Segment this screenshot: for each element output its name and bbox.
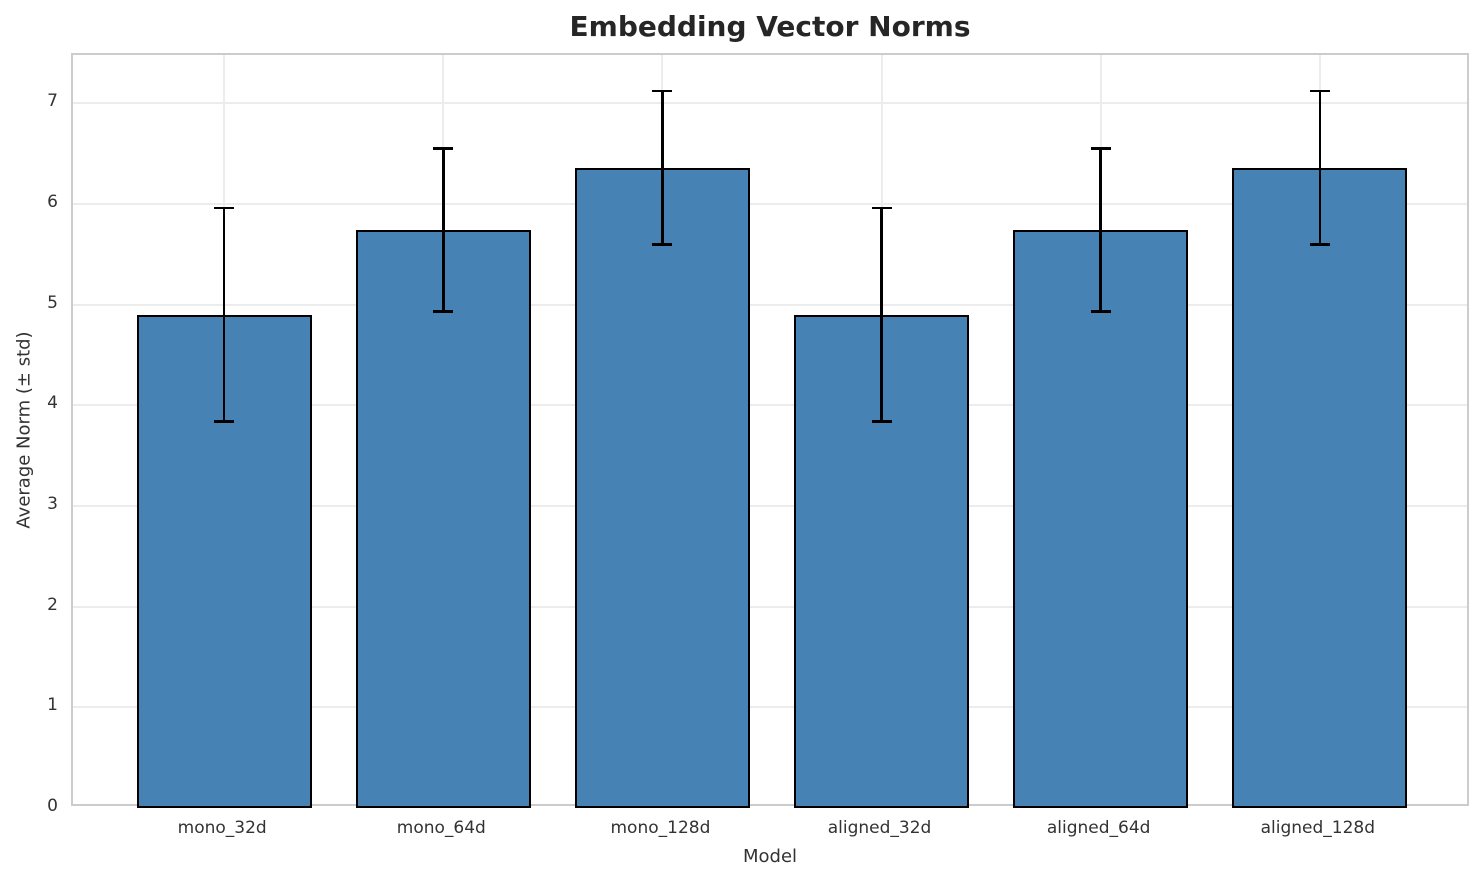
bar-aligned_32d [793,314,970,808]
error-bar-cap [871,420,892,423]
h-gridline [73,504,1467,507]
error-bar-line [222,208,226,422]
y-tick-label: 5 [47,292,58,313]
h-gridline [73,605,1467,608]
error-bar-cap [1309,243,1330,246]
error-bar-line [1318,91,1322,245]
x-tick-label: mono_128d [610,818,711,838]
error-bar-cap [1090,147,1111,150]
error-bar-cap [871,206,892,210]
x-tick-label: aligned_64d [1046,818,1151,838]
error-bar-cap [652,243,673,246]
error-bar-cap [214,420,235,423]
error-bar-cap [1309,89,1330,93]
x-tick-label: mono_64d [396,818,486,838]
error-bar-line [661,91,664,245]
error-bar-cap [433,310,454,313]
y-tick-label: 3 [47,493,58,514]
bar-aligned_64d [1013,230,1189,808]
x-axis-label: Model [742,846,798,867]
error-bar-cap [1090,310,1111,313]
h-gridline [73,404,1467,407]
error-bar-line [442,148,445,312]
error-bar-line [1099,148,1102,312]
bar-mono_64d [355,230,531,808]
y-tick-label: 1 [47,695,58,716]
y-tick-label: 7 [47,91,58,112]
h-gridline [73,202,1467,205]
error-bar-cap [652,89,673,93]
error-bar-cap [214,206,235,210]
h-gridline [73,303,1467,306]
y-tick-label: 0 [47,796,58,816]
x-tick-label: aligned_32d [827,818,932,838]
chart-title: Embedding Vector Norms [569,10,971,43]
error-bar-line [880,208,883,422]
h-gridline [73,706,1467,709]
plot-area [71,53,1469,808]
y-tick-label: 2 [47,594,58,615]
h-gridline [73,102,1467,105]
error-bar-cap [433,147,454,150]
y-tick-label: 4 [47,393,58,414]
bar-mono_128d [574,167,751,808]
y-tick-label: 6 [47,191,58,212]
x-tick-label: aligned_128d [1260,818,1375,838]
bar-aligned_128d [1232,167,1408,808]
x-tick-label: mono_32d [177,818,267,838]
